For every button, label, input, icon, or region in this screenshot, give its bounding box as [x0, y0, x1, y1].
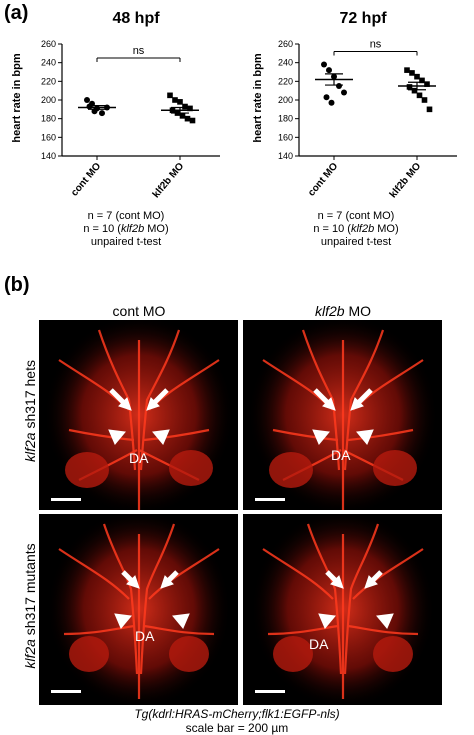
data-point	[184, 115, 191, 122]
significance-label: ns	[133, 45, 145, 57]
y-tick-label: 180	[41, 114, 56, 124]
data-point	[182, 103, 188, 110]
x-tick-label: klf2b MO	[388, 161, 424, 201]
row-header-mutants: klf2a sh317 mutants	[22, 543, 38, 669]
data-point	[99, 110, 105, 117]
data-point	[172, 97, 178, 103]
micrograph-cont-hets: DA	[39, 320, 238, 510]
y-tick-label: 260	[41, 39, 56, 49]
data-point	[84, 97, 90, 103]
data-point	[341, 89, 347, 96]
data-point	[167, 92, 173, 99]
da-label: DA	[309, 636, 329, 652]
data-point	[426, 106, 433, 113]
data-point	[189, 117, 196, 124]
data-point	[321, 61, 327, 68]
chart2-plot: 140 160 180 200 220 240 260 cont MO klf2b MO ns	[278, 38, 457, 201]
data-point	[414, 73, 420, 80]
data-point	[409, 70, 415, 76]
y-tick-label: 220	[41, 76, 56, 86]
data-point	[419, 77, 425, 84]
scale-bar-caption: scale bar = 200 µm	[185, 721, 289, 735]
data-point	[326, 67, 332, 74]
significance-label: ns	[370, 38, 382, 50]
y-tick-label: 240	[41, 58, 56, 68]
panel-a-label: (a)	[4, 2, 29, 24]
note-n-klf2b: n = 10 (klf2b MO)	[313, 223, 399, 235]
data-point	[416, 92, 423, 99]
chart2-title: 72 hpf	[339, 10, 387, 27]
panel-b-label: (b)	[4, 274, 30, 296]
y-tick-label: 140	[278, 151, 293, 161]
y-tick-label: 240	[278, 58, 293, 68]
data-point	[187, 105, 193, 112]
chart1-plot: 140 160 180 200 220 240 260 cont MO klf2b MO ns	[41, 39, 220, 201]
data-point	[86, 103, 93, 110]
x-tick-label: cont MO	[306, 161, 340, 199]
note-n-klf2b: n = 10 (klf2b MO)	[83, 223, 169, 235]
y-tick-label: 200	[278, 95, 293, 105]
micrograph-klf2b-mutants: DA	[243, 514, 442, 705]
column-header-cont: cont MO	[112, 303, 166, 319]
data-point	[323, 94, 330, 101]
y-tick-label: 260	[278, 39, 293, 49]
y-tick-label: 160	[41, 132, 56, 142]
note-test: unpaired t-test	[90, 236, 162, 248]
y-tick-label: 220	[278, 76, 293, 86]
y-tick-label: 140	[41, 151, 56, 161]
data-point	[177, 99, 183, 105]
row-header-hets: klf2a sh317 hets	[22, 360, 38, 462]
column-header-klf2b: klf2b MO	[314, 303, 372, 319]
chart2-notes: n = 7 (cont MO) n = 10 (klf2b MO) unpair…	[246, 210, 466, 249]
data-point	[406, 84, 413, 90]
x-tick-label: cont MO	[69, 161, 103, 199]
note-test: unpaired t-test	[320, 236, 392, 248]
data-point	[404, 67, 410, 73]
data-point	[179, 113, 186, 119]
note-n-cont: n = 7 (cont MO)	[87, 210, 165, 222]
x-tick-label: klf2b MO	[151, 161, 187, 201]
data-point	[424, 81, 430, 87]
data-point	[336, 83, 342, 89]
da-label: DA	[331, 447, 351, 463]
figure-caption: Tg(kdrl:HRAS-mCherry;flk1:EGFP-nls)	[134, 707, 340, 721]
chart1-notes: n = 7 (cont MO) n = 10 (klf2b MO) unpair…	[16, 210, 236, 249]
y-tick-label: 200	[41, 95, 56, 105]
data-point	[421, 97, 428, 103]
micrograph-klf2b-hets: DA	[243, 320, 442, 510]
data-point	[411, 87, 418, 94]
y-tick-label: 180	[278, 114, 293, 124]
micrograph-cont-mutants: DA	[39, 514, 238, 705]
data-point	[328, 99, 335, 106]
da-label: DA	[129, 450, 149, 466]
chart1-title: 48 hpf	[112, 10, 160, 27]
da-label: DA	[135, 628, 155, 644]
note-n-cont: n = 7 (cont MO)	[317, 210, 395, 222]
y-tick-label: 160	[278, 132, 293, 142]
